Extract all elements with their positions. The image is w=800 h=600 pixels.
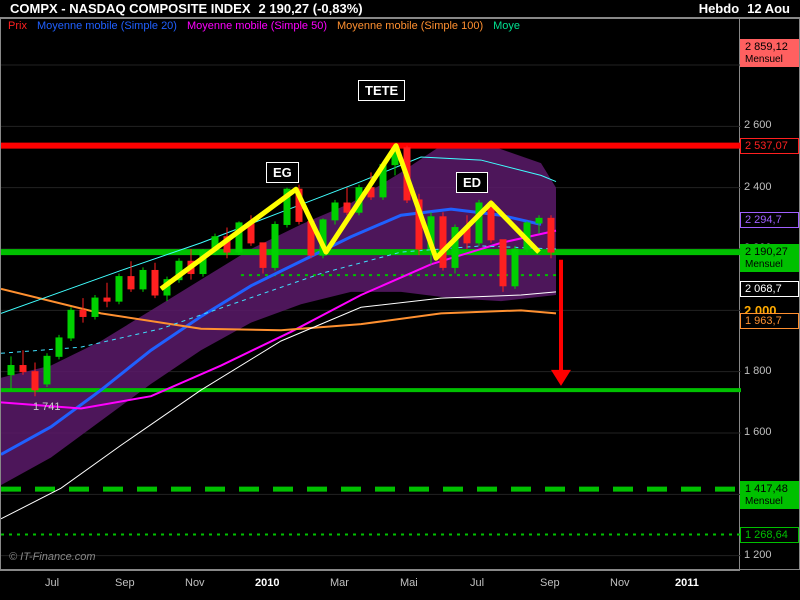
plot-area[interactable]: 1 741 TETE EG ED © IT-Finance.com [0, 18, 740, 570]
x-tick: Mar [330, 577, 349, 589]
y-tick: 1 600 [744, 426, 772, 438]
price-level-label: 1 268,64 [740, 527, 799, 543]
y-tick: 1 800 [744, 365, 772, 377]
last-price: 2 190,27 (-0,83%) [259, 1, 363, 16]
y-tick: 2 600 [744, 119, 772, 131]
x-tick: Mai [400, 577, 418, 589]
price-level-label: 2 190,27Mensuel [740, 244, 799, 272]
x-tick: 2011 [675, 577, 699, 589]
pattern-annotation: TETE [358, 80, 405, 101]
price-level-label: 2 859,12Mensuel [740, 39, 799, 67]
y-tick: 2 400 [744, 181, 772, 193]
pattern-annotation: EG [266, 162, 299, 183]
x-axis: Jul Sep Nov 2010 Mar Mai Jul Sep Nov 2011 [0, 570, 740, 600]
chart-header: COMPX - NASDAQ COMPOSITE INDEX 2 190,27 … [0, 0, 800, 18]
date-label: 12 Aou [747, 1, 790, 16]
price-level-label: 2 068,7 [740, 281, 799, 297]
x-tick: Jul [470, 577, 484, 589]
x-tick: Nov [185, 577, 205, 589]
price-level-label: 2 294,7 [740, 212, 799, 228]
x-tick: 2010 [255, 577, 279, 589]
chart-container: COMPX - NASDAQ COMPOSITE INDEX 2 190,27 … [0, 0, 800, 600]
price-level-label: 1 963,7 [740, 313, 799, 329]
x-tick: Nov [610, 577, 630, 589]
x-tick: Sep [115, 577, 135, 589]
price-level-label: 1 417,48Mensuel [740, 481, 799, 509]
pattern-annotation: ED [456, 172, 488, 193]
watermark: © IT-Finance.com [9, 551, 96, 563]
y-tick: 1 200 [744, 549, 772, 561]
y-axis: 1 2001 4001 6001 8002 0002 2002 4002 600… [740, 18, 800, 570]
price-level-label: 2 537,07 [740, 138, 799, 154]
svg-text:1 741: 1 741 [33, 401, 61, 413]
chart-canvas: 1 741 [1, 19, 741, 571]
x-tick: Sep [540, 577, 560, 589]
x-tick: Jul [45, 577, 59, 589]
period-label: Hebdo [699, 1, 739, 16]
symbol-title: COMPX - NASDAQ COMPOSITE INDEX [10, 1, 251, 16]
